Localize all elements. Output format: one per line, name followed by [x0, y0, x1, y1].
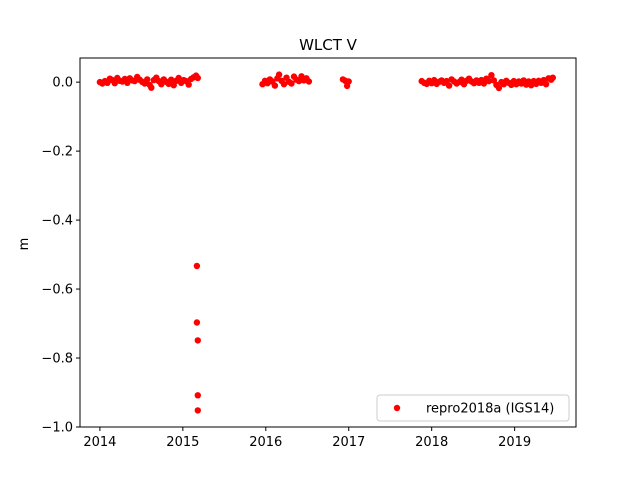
data-point [168, 76, 175, 83]
data-point [194, 407, 201, 414]
data-point [305, 78, 313, 85]
plot-area-frame [79, 57, 577, 428]
data-point [175, 74, 182, 82]
data-point [485, 77, 493, 85]
x-axis-ticks: 2014 2015 2016 2017 2018 2019 [83, 427, 531, 450]
data-point [549, 74, 556, 81]
legend: repro2018a (IGS14) [376, 394, 570, 422]
data-point [280, 81, 288, 88]
x-tick-label: 2014 [83, 435, 116, 450]
data-point [194, 74, 201, 82]
y-tick-label: 0.0 [52, 76, 73, 91]
data-point [480, 80, 488, 87]
x-tick-label: 2015 [166, 435, 199, 450]
x-tick-label: 2016 [249, 435, 282, 450]
data-point [194, 337, 201, 344]
y-tick-label: −0.6 [41, 283, 73, 298]
data-point [111, 80, 119, 87]
data-point [445, 82, 453, 89]
legend-label: repro2018a (IGS14) [426, 402, 554, 417]
data-point [345, 78, 352, 85]
legend-box [376, 394, 570, 422]
y-axis-ticks: 0.0 −0.2 −0.4 −0.6 −0.8 −1.0 [41, 76, 80, 436]
y-axis-label: m [17, 238, 32, 251]
data-point [148, 84, 155, 91]
data-point [158, 81, 165, 88]
data-point [144, 76, 151, 83]
data-point [275, 71, 283, 78]
data-points [96, 71, 556, 414]
data-point [193, 262, 201, 270]
y-tick-label: −0.4 [41, 214, 73, 229]
y-tick-label: −0.8 [41, 352, 73, 367]
data-point [488, 72, 495, 79]
x-tick-label: 2017 [332, 435, 365, 450]
data-point [295, 77, 303, 85]
data-point [193, 319, 201, 326]
data-point [495, 84, 503, 92]
data-point [542, 81, 550, 88]
data-point [194, 392, 201, 399]
legend-marker [393, 404, 401, 412]
data-point [288, 80, 295, 87]
x-tick-label: 2019 [498, 435, 531, 450]
data-point [185, 81, 192, 88]
data-point [271, 82, 279, 89]
y-tick-label: −0.2 [41, 145, 73, 160]
chart-title: WLCT V [299, 36, 358, 54]
x-tick-label: 2018 [415, 435, 448, 450]
y-tick-label: −1.0 [41, 421, 73, 436]
